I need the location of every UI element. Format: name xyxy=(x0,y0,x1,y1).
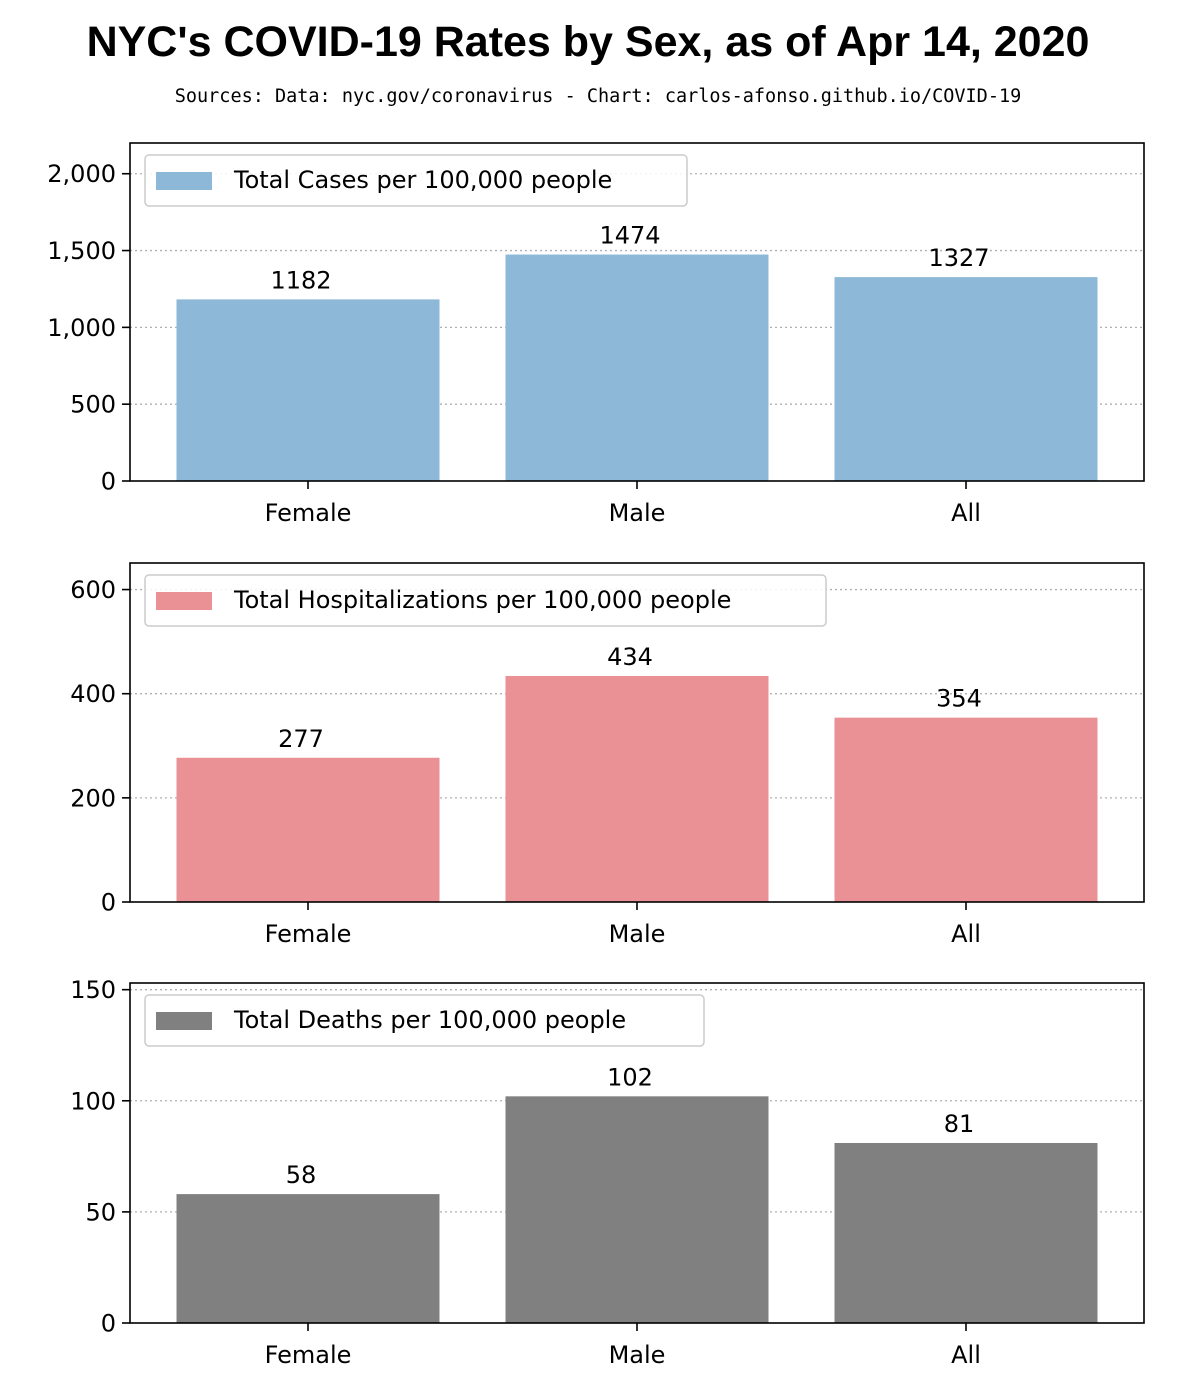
bar-value-label: 58 xyxy=(286,1161,317,1189)
y-tick-label: 0 xyxy=(101,1310,116,1338)
y-tick-label: 500 xyxy=(70,391,116,419)
y-tick-label: 0 xyxy=(101,889,116,917)
legend-label: Total Hospitalizations per 100,000 peopl… xyxy=(233,586,731,614)
axes-frame xyxy=(129,142,1145,482)
legend-box xyxy=(144,574,827,627)
y-tick-label: 150 xyxy=(70,976,116,1004)
y-tick-label: 100 xyxy=(70,1087,116,1115)
bar-value-label: 277 xyxy=(278,725,324,753)
legend-swatch xyxy=(156,592,212,610)
legend: Total Cases per 100,000 people xyxy=(144,154,688,207)
bar-all xyxy=(834,1143,1098,1323)
bar-male xyxy=(505,254,769,481)
x-tick-label: All xyxy=(951,920,981,948)
bar-female xyxy=(176,299,440,481)
legend-box xyxy=(144,154,688,207)
x-tick-label: All xyxy=(951,499,981,527)
chart-panel-1: 0 500 1,000 1,500 2,000 1182 1474 1327 Female Mal… xyxy=(47,142,1145,527)
bar-value-label: 1327 xyxy=(928,244,989,272)
legend-label: Total Cases per 100,000 people xyxy=(233,166,612,194)
legend: Total Hospitalizations per 100,000 peopl… xyxy=(144,574,827,627)
y-tick-label: 0 xyxy=(101,468,116,496)
chart-panel-3: 0 50 100 150 58 102 81 Female Male All Total Death… xyxy=(70,976,1145,1369)
bar-all xyxy=(834,277,1098,481)
bar-value-label: 102 xyxy=(607,1063,653,1091)
bar-value-label: 81 xyxy=(944,1110,975,1138)
x-tick-label: Male xyxy=(609,1341,666,1369)
bar-female xyxy=(176,757,440,902)
page-subtitle: Sources: Data: nyc.gov/coronavirus - Cha… xyxy=(174,86,1022,107)
x-tick-label: Female xyxy=(265,1341,352,1369)
bar-value-label: 434 xyxy=(607,643,653,671)
y-tick-label: 600 xyxy=(70,576,116,604)
bar-value-label: 354 xyxy=(936,685,982,713)
bar-male xyxy=(505,676,769,902)
y-tick-label: 50 xyxy=(85,1198,116,1226)
chart-panel-2: 0 200 400 600 277 434 354 Female Male All Total Ho… xyxy=(70,562,1145,948)
bar-value-label: 1182 xyxy=(270,266,331,294)
y-tick-label: 2,000 xyxy=(47,160,116,188)
y-tick-label: 1,000 xyxy=(47,314,116,342)
x-tick-label: Female xyxy=(265,499,352,527)
legend-box xyxy=(144,994,705,1047)
x-tick-label: All xyxy=(951,1341,981,1369)
legend-swatch xyxy=(156,172,212,190)
x-tick-label: Male xyxy=(609,499,666,527)
y-tick-label: 1,500 xyxy=(47,237,116,265)
bar-value-label: 1474 xyxy=(599,222,660,250)
bar-female xyxy=(176,1194,440,1323)
bar-all xyxy=(834,717,1098,902)
axes-frame xyxy=(129,562,1145,903)
x-tick-label: Male xyxy=(609,920,666,948)
legend: Total Deaths per 100,000 people xyxy=(144,994,705,1047)
legend-swatch xyxy=(156,1012,212,1030)
y-tick-label: 200 xyxy=(70,784,116,812)
axes-frame xyxy=(129,982,1145,1324)
x-tick-label: Female xyxy=(265,920,352,948)
page-title: NYC's COVID-19 Rates by Sex, as of Apr 1… xyxy=(86,18,1090,66)
bar-male xyxy=(505,1096,769,1323)
legend-label: Total Deaths per 100,000 people xyxy=(233,1006,626,1034)
y-tick-label: 400 xyxy=(70,680,116,708)
